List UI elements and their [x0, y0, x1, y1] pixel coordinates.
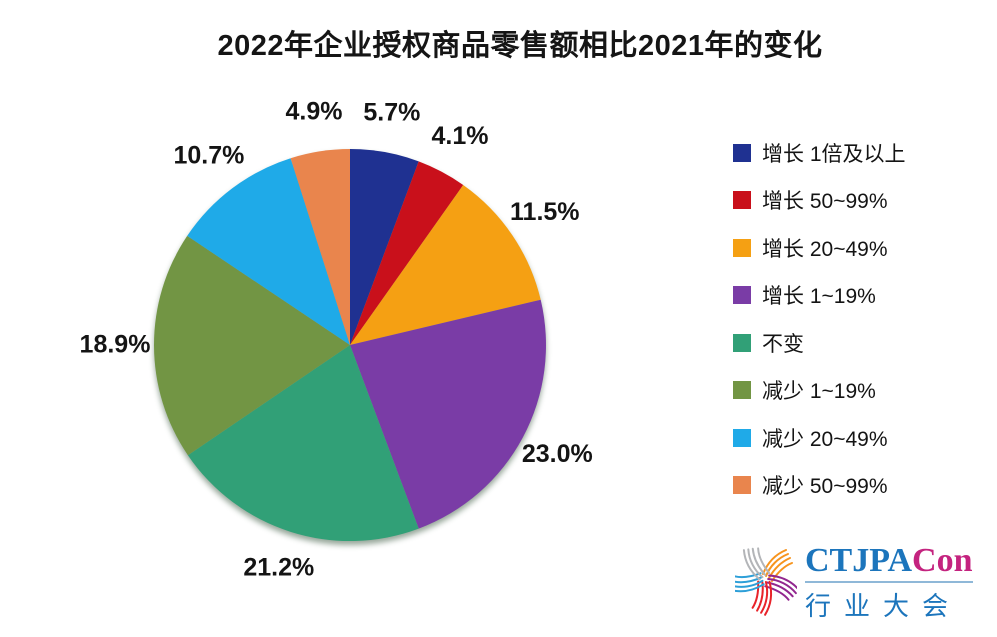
- legend-item: 减少 50~99%: [733, 462, 983, 510]
- legend-label: 减少 50~99%: [762, 475, 888, 499]
- pie-value-label: 5.7%: [363, 98, 420, 126]
- legend-label: 增长 1倍及以上: [762, 142, 906, 166]
- legend: 增长 1倍及以上 增长 50~99% 增长 20~49% 增长 1~19% 不变减少 1…: [733, 129, 983, 509]
- logo-wordmark: CTJPACon: [805, 543, 973, 579]
- legend-label: 增长 50~99%: [762, 190, 888, 214]
- legend-swatch-icon: [733, 333, 751, 352]
- chart-title: 2022年企业授权商品零售额相比2021年的变化: [217, 30, 823, 62]
- legend-item: 增长 20~49%: [733, 224, 983, 272]
- legend-label: 增长 1~19%: [762, 285, 876, 309]
- legend-item: 减少 1~19%: [733, 367, 983, 415]
- pie-chart: 5.7% 4.1% 11.5% 23.0% 21.2% 18.9% 10.7% 4.9%: [80, 97, 593, 581]
- legend-swatch-icon: [733, 428, 751, 447]
- legend-label: 增长 20~49%: [762, 237, 888, 261]
- logo-subtitle: 行业大会: [805, 592, 962, 621]
- pie-value-label: 21.2%: [243, 554, 314, 582]
- legend-item: 增长 1~19%: [733, 272, 983, 320]
- pie-value-label: 4.9%: [286, 97, 343, 125]
- pie-value-label: 23.0%: [522, 440, 593, 468]
- legend-swatch-icon: [733, 238, 751, 257]
- legend-label: 不变: [762, 332, 804, 356]
- pie-slice: [290, 149, 350, 345]
- logo-wordmark-primary: CTJPA: [805, 542, 913, 579]
- pinwheel-wing: [742, 547, 771, 581]
- pinwheel-star-icon: [735, 547, 797, 616]
- legend-swatch-icon: [733, 476, 751, 495]
- legend-swatch-icon: [733, 191, 751, 210]
- legend-item: 减少 20~49%: [733, 414, 983, 462]
- legend-label: 减少 20~49%: [762, 427, 888, 451]
- legend-item: 不变: [733, 319, 983, 367]
- pie-slice: [154, 235, 350, 456]
- legend-swatch-icon: [733, 286, 751, 305]
- pie-labels-group: 5.7% 4.1% 11.5% 23.0% 21.2% 18.9% 10.7% 4.9%: [80, 97, 593, 581]
- pie-slice: [350, 148, 419, 345]
- pie-slice: [187, 345, 419, 542]
- pie-slice: [187, 158, 350, 345]
- pie-value-label: 10.7%: [173, 142, 244, 170]
- logo-divider: [805, 581, 973, 583]
- legend-swatch-icon: [733, 381, 751, 400]
- pie-slice: [350, 161, 464, 345]
- pie-slice: [350, 299, 546, 529]
- pie-slice: [350, 185, 541, 345]
- logo-text-block: CTJPACon 行业大会: [805, 543, 973, 623]
- legend-item: 增长 1倍及以上: [733, 129, 983, 177]
- pie-value-label: 4.1%: [432, 122, 489, 150]
- logo-wordmark-accent: Con: [912, 542, 973, 579]
- legend-label: 减少 1~19%: [762, 380, 876, 404]
- ctjpacon-logo: CTJPACon 行业大会: [735, 543, 973, 623]
- pie-value-label: 18.9%: [80, 330, 151, 358]
- legend-item: 增长 50~99%: [733, 177, 983, 225]
- pie-slices-group: [154, 148, 546, 542]
- pie-value-label: 11.5%: [510, 198, 580, 226]
- legend-swatch-icon: [733, 143, 751, 162]
